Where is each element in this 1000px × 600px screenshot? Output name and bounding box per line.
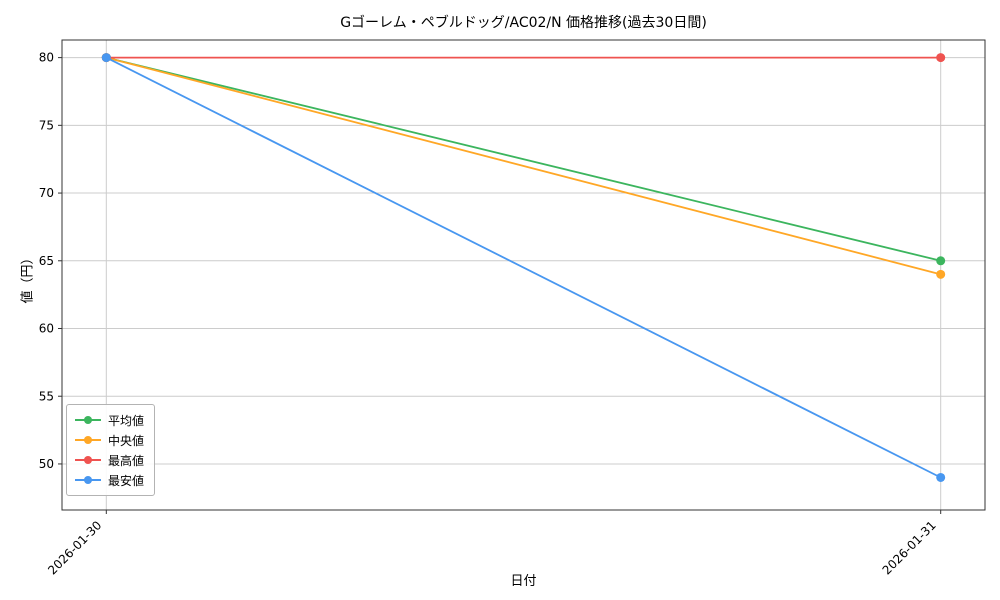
legend-marker-icon bbox=[75, 453, 101, 467]
legend-label: 平均値 bbox=[108, 413, 145, 428]
y-tick-label: 50 bbox=[39, 457, 54, 471]
axes-frame bbox=[61, 39, 986, 511]
legend-label: 最高値 bbox=[108, 453, 145, 468]
y-tick-label: 80 bbox=[39, 51, 54, 65]
legend: 平均値中央値最高値最安値 bbox=[66, 404, 156, 496]
y-axis-label: 値（円） bbox=[20, 251, 36, 304]
legend-item: 最高値 bbox=[75, 450, 144, 470]
series-line bbox=[106, 56, 941, 262]
data-point-marker bbox=[936, 269, 946, 279]
legend-item: 中央値 bbox=[75, 430, 144, 450]
y-tick-label: 75 bbox=[39, 118, 54, 132]
legend-marker-icon bbox=[75, 413, 101, 427]
x-tick-label: 2026-01-31 bbox=[880, 518, 939, 577]
x-axis-label: 日付 bbox=[510, 574, 537, 589]
x-tick-label: 2026-01-30 bbox=[45, 518, 104, 577]
data-point-marker bbox=[101, 53, 111, 63]
data-point-marker bbox=[936, 472, 946, 482]
y-tick-label: 55 bbox=[39, 389, 54, 403]
series-line bbox=[105, 56, 942, 479]
series-line bbox=[106, 56, 941, 276]
y-tick-label: 70 bbox=[39, 186, 54, 200]
legend-label: 中央値 bbox=[108, 433, 145, 448]
legend-item: 平均値 bbox=[75, 410, 144, 430]
legend-label: 最安値 bbox=[108, 473, 145, 488]
legend-marker-icon bbox=[75, 473, 101, 487]
y-tick-label: 65 bbox=[39, 254, 54, 268]
chart-title: Gゴーレム・ペブルドッグ/AC02/N 価格推移(過去30日間) bbox=[340, 15, 707, 31]
legend-item: 最安値 bbox=[75, 470, 144, 490]
data-point-marker bbox=[936, 53, 946, 63]
y-tick-label: 60 bbox=[39, 322, 54, 336]
data-point-marker bbox=[936, 256, 946, 266]
legend-marker-icon bbox=[75, 433, 101, 447]
